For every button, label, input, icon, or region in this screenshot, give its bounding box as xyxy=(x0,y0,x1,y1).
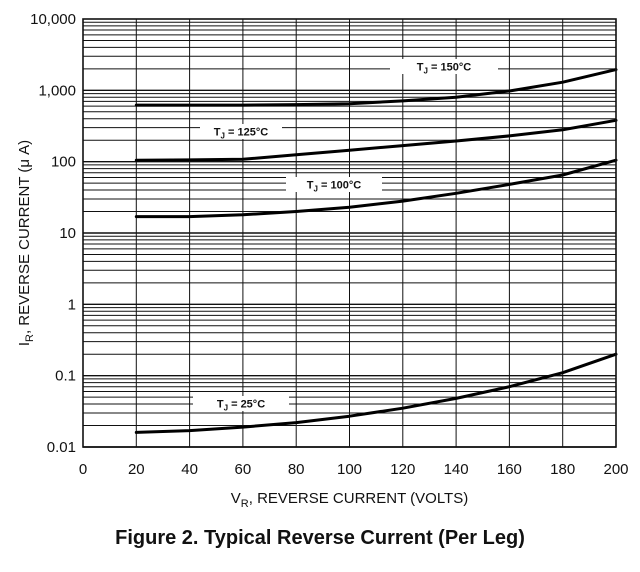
series-label-main: T xyxy=(417,62,424,74)
y-axis-title-main: I xyxy=(16,342,33,346)
grid-lines xyxy=(82,19,617,448)
y-tick-label: 10 xyxy=(59,225,76,242)
x-axis-title: VR, REVERSE CURRENT (VOLTS) xyxy=(231,490,468,510)
series-label: TJ = 100°C xyxy=(307,180,361,194)
x-axis-title-main: V xyxy=(231,490,241,507)
series-label-background xyxy=(286,177,382,192)
series-line xyxy=(134,118,618,162)
series-label: TJ = 150°C xyxy=(417,62,471,76)
plot-frame xyxy=(82,18,617,448)
series-label-sub: J xyxy=(224,404,228,413)
y-tick-label: 10,000 xyxy=(30,11,76,28)
y-tick-label: 1,000 xyxy=(38,82,76,99)
figure-caption: Figure 2. Typical Reverse Current (Per L… xyxy=(115,527,525,549)
y-tick-label: 0.01 xyxy=(47,439,76,456)
reverse-current-chart: TJ = 150°CTJ = 125°CTJ = 100°CTJ = 25°C … xyxy=(16,11,629,510)
series-label-background xyxy=(200,124,282,139)
x-axis-title-sub: R xyxy=(241,498,249,510)
x-tick-label: 200 xyxy=(603,461,628,478)
x-tick-label: 140 xyxy=(444,461,469,478)
series-label-rest: = 150°C xyxy=(428,62,471,74)
series-label-sub: J xyxy=(424,67,428,76)
series-label-rest: = 125°C xyxy=(225,127,268,139)
x-axis-title-rest: , REVERSE CURRENT (VOLTS) xyxy=(249,490,468,507)
series-line xyxy=(134,352,618,434)
x-tick-label: 120 xyxy=(390,461,415,478)
series-lines xyxy=(134,68,618,434)
x-tick-labels: 0 20 40 60 80 100 120 140 160 180 200 xyxy=(79,461,629,478)
series-line xyxy=(134,158,618,219)
series-label-sub: J xyxy=(314,185,318,194)
y-axis-title-sub: R xyxy=(24,334,36,342)
y-tick-label: 0.1 xyxy=(55,368,76,385)
series-label-background xyxy=(193,396,289,411)
y-tick-label: 1 xyxy=(68,296,76,313)
y-tick-label: 100 xyxy=(51,154,76,171)
series-label-main: T xyxy=(214,127,221,139)
y-axis-title-rest: , REVERSE CURRENT (μ A) xyxy=(16,140,33,334)
x-tick-label: 80 xyxy=(288,461,305,478)
x-tick-label: 100 xyxy=(337,461,362,478)
series-label-rest: = 100°C xyxy=(318,180,361,192)
x-tick-label: 60 xyxy=(235,461,252,478)
series-labels: TJ = 150°CTJ = 125°CTJ = 100°CTJ = 25°C xyxy=(193,59,498,413)
series-label-sub: J xyxy=(221,132,225,141)
x-tick-label: 20 xyxy=(128,461,145,478)
series-label-background xyxy=(390,59,498,74)
x-tick-label: 160 xyxy=(497,461,522,478)
x-tick-label: 180 xyxy=(550,461,575,478)
series-label-main: T xyxy=(217,399,224,411)
series-label: TJ = 25°C xyxy=(217,399,265,413)
series-label: TJ = 125°C xyxy=(214,127,268,141)
y-tick-labels: 0.01 0.1 1 10 100 1,000 10,000 xyxy=(30,11,76,456)
series-label-rest: = 25°C xyxy=(228,399,265,411)
series-label-main: T xyxy=(307,180,314,192)
x-tick-label: 0 xyxy=(79,461,87,478)
series-line xyxy=(134,68,618,107)
y-axis-title: IR, REVERSE CURRENT (μ A) xyxy=(16,140,36,346)
x-tick-label: 40 xyxy=(181,461,198,478)
